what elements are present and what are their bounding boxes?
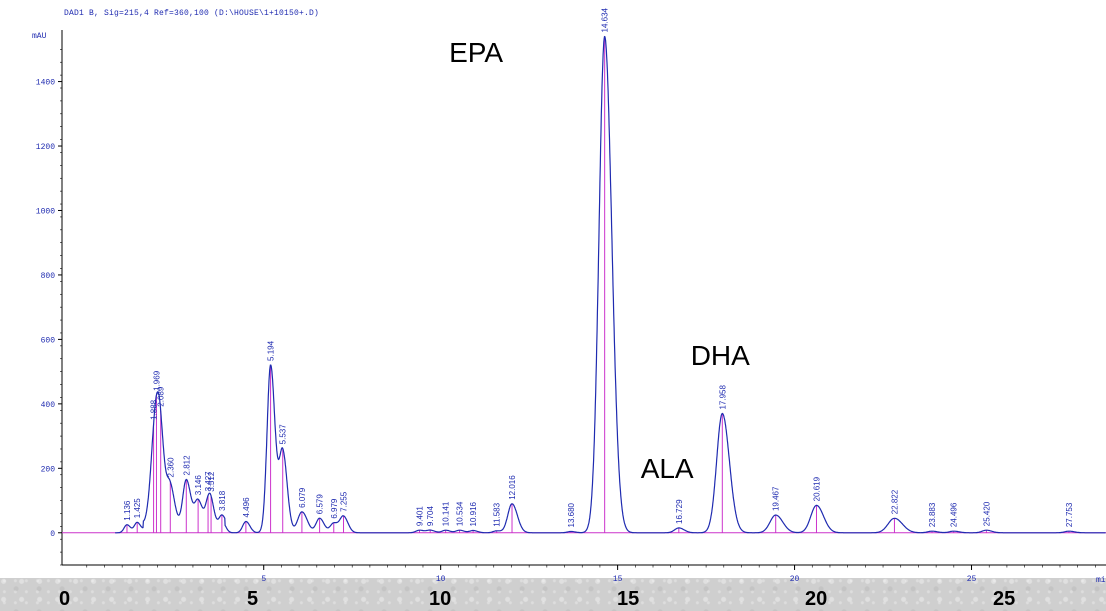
peak-label: 10.534 bbox=[456, 501, 465, 526]
plot-panel bbox=[0, 0, 1106, 578]
peak-label: 5.194 bbox=[267, 340, 276, 361]
peak-label: 23.883 bbox=[928, 502, 937, 527]
signal-header: DAD1 B, Sig=215,4 Ref=360,100 (D:\HOUSE\… bbox=[64, 9, 320, 18]
peak-label: 1.136 bbox=[123, 500, 132, 521]
y-unit-label: mAU bbox=[32, 32, 47, 41]
peak-label: 6.979 bbox=[330, 498, 339, 519]
y-tick-label: 1000 bbox=[36, 207, 55, 216]
peak-label: 17.958 bbox=[718, 385, 727, 410]
compound-annotation-dha: DHA bbox=[691, 340, 750, 371]
peak-label: 1.888 bbox=[150, 399, 159, 420]
y-tick-label: 200 bbox=[41, 465, 56, 474]
peak-label: 14.634 bbox=[601, 7, 610, 32]
y-tick-label: 1200 bbox=[36, 143, 55, 152]
peak-label: 11.583 bbox=[493, 502, 502, 526]
peak-label: 10.141 bbox=[442, 501, 451, 526]
chromatogram-trace bbox=[115, 35, 1106, 534]
peak-label: 19.467 bbox=[772, 486, 781, 511]
x-tick-label: 20 bbox=[790, 575, 800, 584]
peak-label: 6.579 bbox=[316, 494, 325, 515]
outer-x-label: 15 bbox=[617, 588, 640, 610]
x-unit-label: mi bbox=[1096, 576, 1106, 585]
peak-label: 16.729 bbox=[675, 499, 684, 524]
peak-label: 9.704 bbox=[426, 505, 435, 526]
peak-label: 7.255 bbox=[340, 491, 349, 512]
peak-label: 2.812 bbox=[182, 455, 191, 476]
peak-label: 22.822 bbox=[890, 489, 899, 514]
outer-x-label: 25 bbox=[993, 588, 1016, 610]
peak-label: 4.496 bbox=[242, 497, 251, 518]
outer-x-label: 0 bbox=[59, 588, 71, 610]
peak-label: 27.753 bbox=[1065, 502, 1074, 527]
peak-label: 3.512 bbox=[207, 471, 216, 492]
compound-annotation-ala: ALA bbox=[641, 453, 694, 484]
peak-label: 9.401 bbox=[415, 506, 424, 527]
outer-x-label: 20 bbox=[805, 588, 828, 610]
y-tick-label: 400 bbox=[41, 401, 56, 410]
peak-label: 1.425 bbox=[133, 498, 142, 519]
peak-label: 25.420 bbox=[982, 501, 991, 526]
x-tick-label: 5 bbox=[261, 575, 266, 584]
x-tick-label: 25 bbox=[967, 575, 977, 584]
peak-label: 1.969 bbox=[152, 370, 161, 391]
y-tick-label: 1400 bbox=[36, 79, 55, 88]
y-tick-label: 0 bbox=[50, 530, 55, 539]
outer-x-label: 5 bbox=[247, 588, 259, 610]
peak-label: 20.619 bbox=[812, 476, 821, 501]
y-tick-label: 800 bbox=[41, 272, 56, 281]
peak-label: 6.079 bbox=[298, 487, 307, 508]
peak-label: 3.818 bbox=[218, 490, 227, 511]
x-tick-label: 15 bbox=[613, 575, 623, 584]
peak-label: 3.146 bbox=[194, 475, 203, 496]
peak-label: 3.427 bbox=[204, 471, 213, 492]
peak-label: 2.360 bbox=[166, 457, 175, 478]
peak-label: 13.680 bbox=[567, 502, 576, 527]
outer-x-label: 10 bbox=[429, 588, 452, 610]
peak-label: 24.496 bbox=[950, 502, 959, 527]
peak-label: 2.089 bbox=[157, 386, 166, 407]
x-tick-label: 10 bbox=[436, 575, 446, 584]
y-tick-label: 600 bbox=[41, 336, 56, 345]
compound-annotation-epa: EPA bbox=[449, 37, 503, 68]
peak-label: 10.916 bbox=[469, 501, 478, 526]
peak-label: 5.537 bbox=[279, 424, 288, 445]
peak-label: 12.016 bbox=[508, 475, 517, 500]
